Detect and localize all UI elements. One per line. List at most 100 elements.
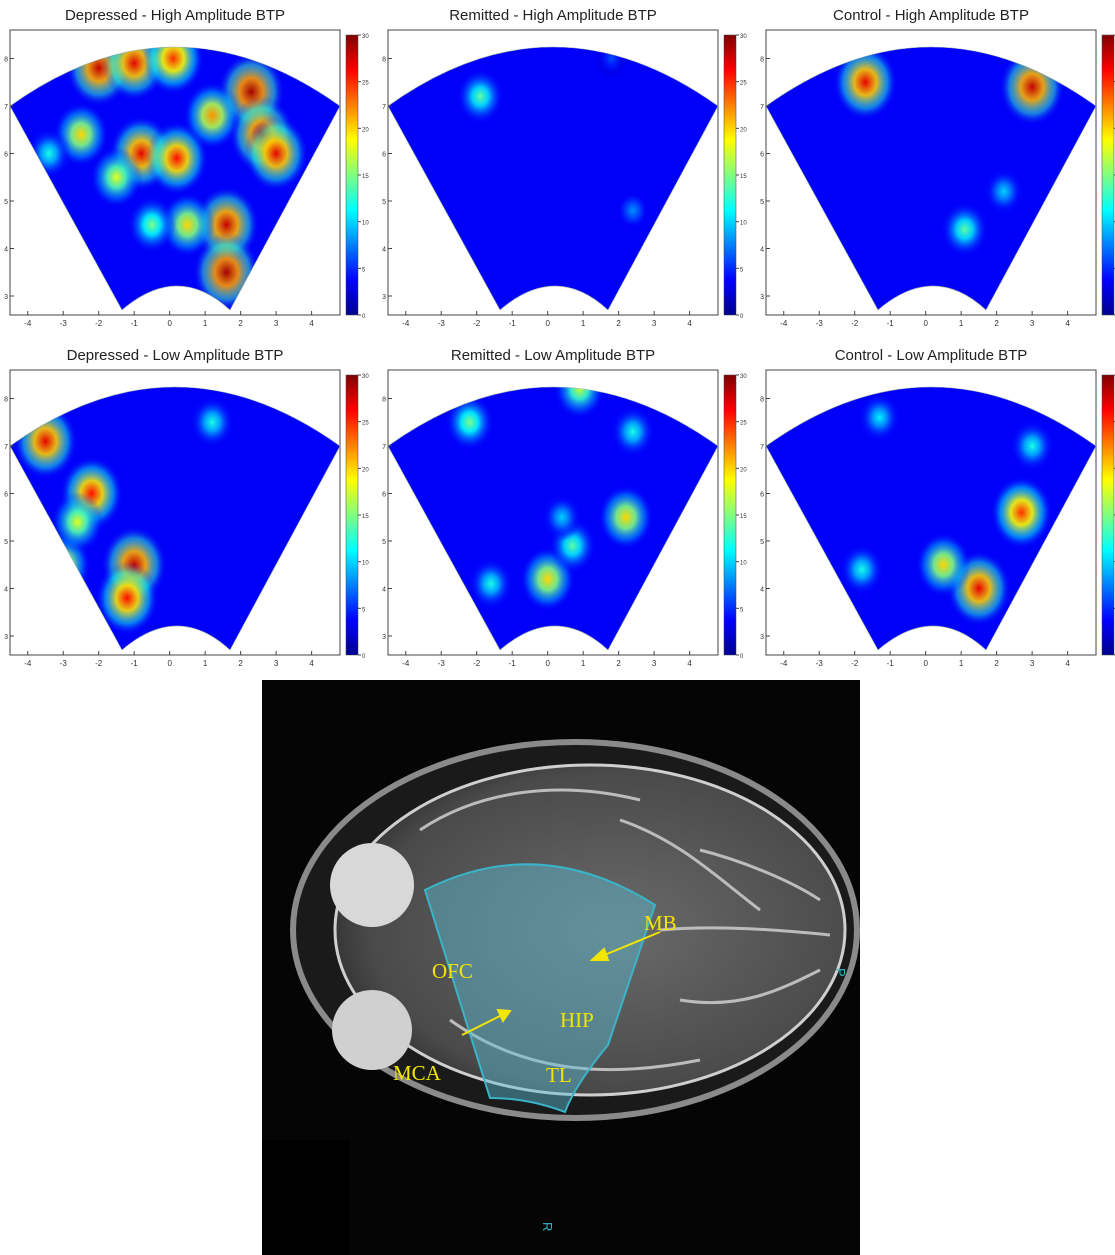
x-tick-label: 1 [581, 659, 586, 668]
hotspot [1010, 420, 1054, 471]
x-tick-label: 4 [1065, 319, 1070, 328]
hotspot [244, 116, 308, 191]
region-label: HIP [560, 1008, 594, 1032]
y-tick-label: 3 [4, 634, 8, 641]
mri-corner [262, 1140, 350, 1255]
eye [330, 843, 414, 927]
y-tick-label: 8 [4, 397, 8, 404]
x-tick-label: 3 [1030, 319, 1035, 328]
colorbar-tick-label: 15 [362, 514, 369, 520]
colorbar-tick-label: 20 [362, 467, 369, 473]
x-tick-label: -3 [60, 659, 68, 668]
hotspot [991, 477, 1052, 549]
figure: Depressed - High Amplitude BTP -4 -3 -2 -1 0 1… [0, 0, 1115, 1255]
colorbar-tick-label: 5 [740, 607, 744, 613]
hotspot [469, 558, 513, 609]
x-tick-label: 0 [545, 319, 550, 328]
region-label: MB [644, 911, 677, 935]
mri-image: OFC MB HIP MCA TL P R [262, 680, 860, 1255]
x-tick-label: -3 [438, 659, 446, 668]
y-tick-label: 7 [382, 104, 386, 111]
x-tick-label: 1 [203, 319, 208, 328]
colorbar-tick-label: 25 [740, 421, 747, 427]
colorbar-tick-label: 5 [362, 607, 366, 613]
hotspot [128, 197, 176, 253]
y-tick-label: 8 [382, 397, 386, 404]
hotspot [541, 493, 582, 541]
hotspot [614, 188, 653, 233]
colorbar-tick-label: 25 [740, 81, 747, 87]
y-tick-label: 4 [382, 587, 386, 594]
y-tick-label: 3 [760, 294, 764, 301]
x-tick-label: 4 [1065, 659, 1070, 668]
x-tick-label: 4 [687, 659, 692, 668]
hotspot [941, 202, 988, 256]
orientation-label: R [540, 1222, 555, 1231]
colorbar [724, 375, 736, 655]
x-tick-label: -2 [95, 659, 103, 668]
y-tick-label: 8 [4, 57, 8, 64]
x-tick-label: -1 [509, 659, 517, 668]
y-tick-label: 6 [4, 152, 8, 159]
colorbar-tick-label: 15 [740, 514, 747, 520]
eye [332, 990, 412, 1070]
x-tick-label: 0 [545, 659, 550, 668]
x-tick-label: 3 [652, 319, 657, 328]
colorbar-tick-label: 30 [362, 34, 369, 40]
y-tick-label: 5 [382, 539, 386, 546]
x-tick-label: -3 [60, 319, 68, 328]
y-tick-label: 7 [760, 444, 764, 451]
heatmap-panel: Remitted - High Amplitude BTP-4-3-2-1012… [382, 7, 747, 328]
x-tick-label: 1 [959, 319, 964, 328]
x-tick-label: -4 [24, 659, 32, 668]
colorbar-tick-label: 20 [362, 127, 369, 133]
hotspot [611, 406, 655, 457]
orientation-label: P [833, 968, 848, 977]
y-tick-label: 6 [4, 492, 8, 499]
colorbar-tick-label: 20 [740, 127, 747, 133]
colorbar-tick-label: 10 [362, 561, 369, 567]
heatmap-panel: Control - Low Amplitude BTP-4-3-2-101234… [760, 347, 1115, 668]
x-tick-label: -1 [887, 659, 895, 668]
colorbar-tick-label: 30 [362, 374, 369, 380]
panel-title: Control - Low Amplitude BTP [835, 347, 1028, 364]
x-tick-label: -2 [473, 659, 481, 668]
x-tick-label: 3 [274, 659, 279, 668]
x-tick-label: 2 [616, 319, 621, 328]
y-tick-label: 3 [382, 294, 386, 301]
panel-title: Remitted - High Amplitude BTP [449, 7, 657, 24]
y-tick-label: 7 [4, 444, 8, 451]
colorbar-tick-label: 0 [362, 314, 366, 320]
colorbar-tick-label: 30 [740, 34, 747, 40]
y-tick-label: 3 [760, 634, 764, 641]
x-tick-label: 0 [923, 659, 928, 668]
colorbar-tick-label: 15 [362, 174, 369, 180]
y-tick-label: 4 [4, 247, 8, 254]
colorbar-tick-label: 25 [362, 81, 369, 87]
x-tick-label: -4 [402, 319, 410, 328]
hotspot [184, 82, 241, 149]
y-tick-label: 4 [760, 587, 764, 594]
x-tick-label: -4 [780, 659, 788, 668]
region-label: MCA [393, 1061, 442, 1085]
x-tick-label: -4 [402, 659, 410, 668]
hotspot [190, 397, 234, 448]
panel-title: Depressed - High Amplitude BTP [65, 7, 285, 24]
x-tick-label: -2 [851, 659, 859, 668]
hotspot [983, 168, 1024, 216]
y-tick-label: 8 [760, 397, 764, 404]
colorbar-tick-label: 10 [362, 221, 369, 227]
x-tick-label: 4 [309, 659, 314, 668]
y-tick-label: 5 [760, 199, 764, 206]
y-tick-label: 4 [382, 247, 386, 254]
hotspot [858, 393, 901, 443]
y-tick-label: 3 [382, 634, 386, 641]
y-tick-label: 5 [4, 539, 8, 546]
x-tick-label: 2 [238, 319, 243, 328]
y-tick-label: 6 [760, 492, 764, 499]
y-tick-label: 7 [4, 104, 8, 111]
y-tick-label: 8 [382, 57, 386, 64]
x-tick-label: -4 [24, 319, 32, 328]
